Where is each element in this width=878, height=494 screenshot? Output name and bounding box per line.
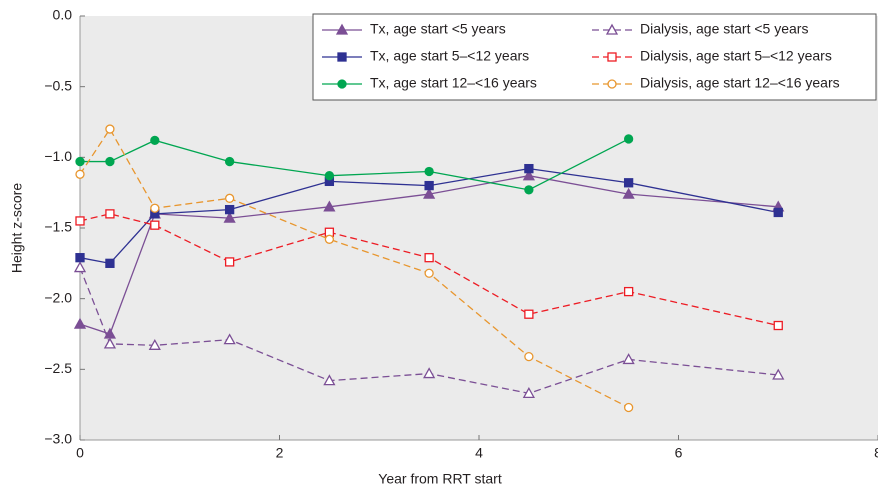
marker (423, 187, 436, 199)
marker (424, 268, 434, 278)
legend-label: Tx, age start 5–<12 years (370, 48, 529, 64)
legend-label: Dialysis, age start <5 years (640, 21, 808, 37)
marker (423, 367, 436, 379)
marker (105, 209, 115, 219)
marker (335, 23, 349, 35)
marker (623, 286, 634, 297)
legend-label: Dialysis, age start 12–<16 years (640, 75, 840, 91)
marker (605, 23, 619, 35)
legend-label: Tx, age start <5 years (370, 21, 506, 37)
y-tick-label: −1.5 (44, 219, 72, 235)
marker (105, 156, 115, 167)
marker (105, 124, 115, 134)
marker (524, 185, 534, 195)
marker (224, 204, 235, 215)
x-axis-label: Year from RRT start (378, 471, 502, 487)
x-tick-label: 8 (874, 445, 878, 461)
marker (772, 368, 785, 380)
y-tick-label: −2.5 (44, 360, 72, 376)
x-tick-label: 4 (475, 445, 483, 461)
marker (75, 156, 85, 167)
x-tick-label: 0 (76, 445, 84, 461)
marker (105, 258, 115, 268)
marker (622, 353, 635, 365)
marker (323, 374, 336, 386)
y-tick-label: −3.0 (44, 431, 72, 447)
series-line (79, 127, 629, 409)
marker (524, 309, 534, 319)
marker (524, 351, 534, 362)
marker (522, 387, 535, 399)
marker (75, 169, 85, 179)
marker (148, 338, 161, 350)
marker (337, 52, 347, 62)
series-line (80, 138, 629, 191)
marker (150, 135, 160, 146)
legend-label: Dialysis, age start 5–<12 years (640, 48, 832, 64)
marker (607, 52, 617, 62)
y-tick-label: −2.0 (44, 289, 72, 305)
marker (773, 207, 783, 218)
marker (773, 320, 783, 331)
marker (75, 253, 85, 263)
marker (150, 203, 160, 213)
legend-label: Tx, age start 12–<16 years (370, 75, 537, 91)
marker (424, 166, 434, 177)
marker (623, 178, 634, 188)
marker (524, 163, 534, 174)
y-tick-label: −0.5 (44, 77, 72, 93)
y-axis-label: Height z-score (9, 183, 25, 273)
legend: Tx, age start <5 years Dialysis, age star… (312, 13, 877, 101)
marker (324, 234, 335, 244)
marker (607, 79, 617, 89)
marker (224, 156, 235, 167)
marker (522, 169, 535, 181)
marker (622, 187, 635, 199)
marker (75, 216, 85, 226)
marker (323, 200, 336, 212)
marker (223, 211, 236, 223)
marker (324, 171, 335, 181)
marker (337, 79, 347, 89)
y-tick-label: 0.0 (53, 7, 73, 23)
marker (150, 220, 160, 230)
marker (224, 193, 235, 203)
marker (73, 261, 87, 273)
x-tick-label: 2 (276, 445, 284, 461)
marker (73, 317, 87, 329)
x-tick-label: 6 (675, 445, 683, 461)
marker (623, 134, 634, 144)
marker (224, 257, 235, 267)
marker (424, 253, 434, 263)
marker (424, 180, 434, 191)
y-tick-label: −1.0 (44, 148, 72, 164)
marker (623, 402, 634, 413)
marker (103, 337, 117, 349)
marker (223, 333, 236, 345)
